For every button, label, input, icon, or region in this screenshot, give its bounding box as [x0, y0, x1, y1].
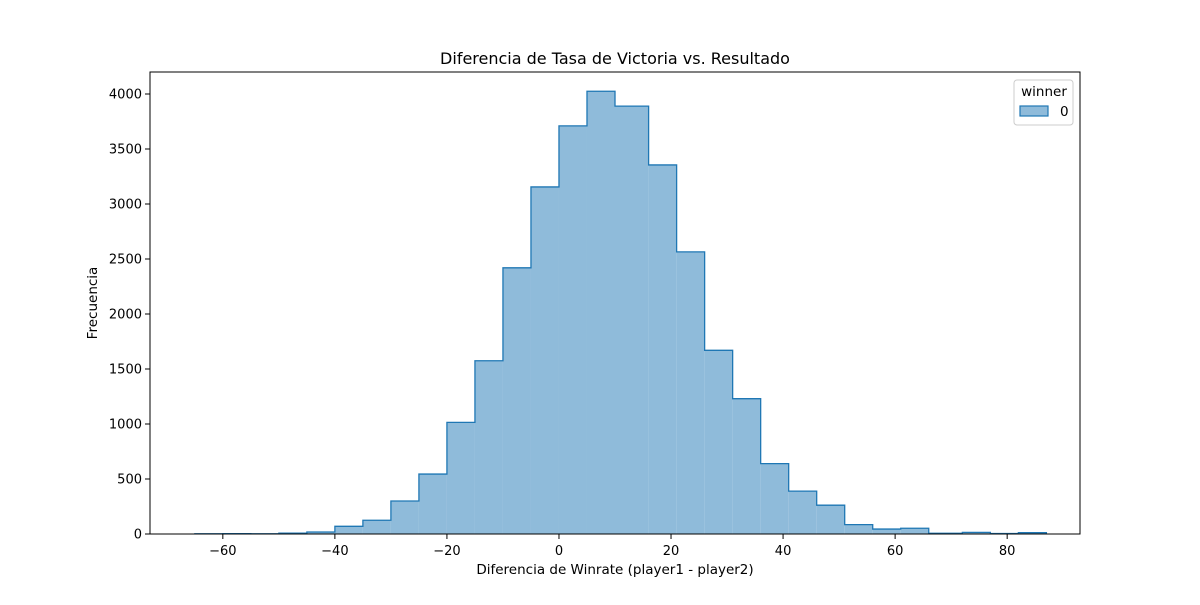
x-tick-label: 80 — [999, 544, 1016, 559]
histogram-bar — [649, 165, 677, 534]
y-tick-label: 1000 — [109, 418, 142, 433]
histogram-bar — [335, 526, 363, 534]
y-tick-label: 2500 — [109, 253, 142, 268]
histogram-bar — [419, 474, 447, 534]
y-tick-label: 2000 — [109, 308, 142, 323]
histogram-bar — [873, 529, 901, 534]
legend-swatch — [1020, 106, 1048, 116]
y-tick-label: 3000 — [109, 198, 142, 213]
legend-entry-label: 0 — [1060, 104, 1069, 120]
histogram-bar — [615, 106, 649, 534]
histogram-bar — [531, 187, 559, 534]
y-tick-label: 3500 — [109, 143, 142, 158]
histogram-bar — [559, 126, 587, 534]
histogram-bar — [817, 505, 845, 534]
x-tick-label: 40 — [775, 544, 792, 559]
histogram-bar — [845, 525, 873, 534]
legend-title: winner — [1021, 84, 1067, 100]
y-tick-label: 0 — [134, 528, 142, 543]
histogram-bar — [789, 491, 817, 534]
x-axis-label: Diferencia de Winrate (player1 - player2… — [476, 562, 753, 578]
x-tick-label: 0 — [555, 544, 563, 559]
histogram-bar — [475, 361, 503, 534]
histogram-bar — [761, 464, 789, 534]
legend: winner 0 — [1014, 80, 1073, 125]
chart-title: Diferencia de Tasa de Victoria vs. Resul… — [440, 49, 790, 68]
x-tick-label: −60 — [209, 544, 236, 559]
histogram-bars — [195, 91, 1047, 534]
x-tick-label: 20 — [663, 544, 680, 559]
x-tick-label: −20 — [433, 544, 460, 559]
histogram-bar — [363, 520, 391, 534]
y-axis: 0 500 1000 1500 2000 2500 3000 3500 4000 — [109, 88, 150, 543]
y-axis-label: Frecuencia — [85, 267, 101, 340]
x-tick-label: −40 — [321, 544, 348, 559]
y-tick-label: 500 — [117, 473, 142, 488]
histogram-bar — [901, 528, 929, 534]
histogram-bar — [447, 422, 475, 534]
histogram-bar — [391, 501, 419, 534]
histogram-bar — [705, 350, 733, 534]
histogram-bar — [677, 252, 705, 534]
histogram-bar — [587, 91, 615, 534]
histogram-bar — [503, 268, 531, 534]
x-axis: −60 −40 −20 0 20 40 60 80 — [209, 534, 1015, 559]
y-tick-label: 1500 — [109, 363, 142, 378]
histogram-bar — [733, 399, 761, 534]
x-tick-label: 60 — [887, 544, 904, 559]
y-tick-label: 4000 — [109, 88, 142, 103]
